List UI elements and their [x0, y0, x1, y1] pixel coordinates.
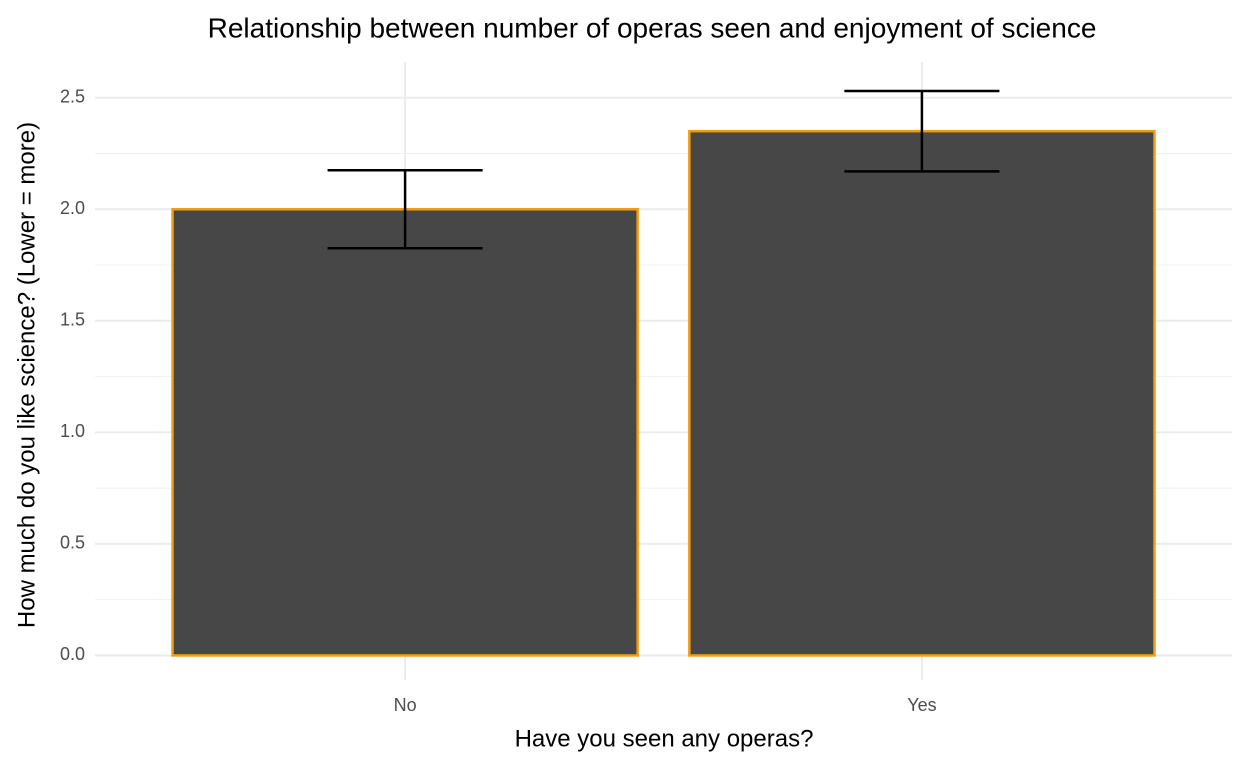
y-axis-title: How much do you like science? (Lower = m… [13, 122, 40, 628]
x-axis-title: Have you seen any operas? [515, 725, 814, 752]
error-bar [327, 168, 483, 250]
chart-title: Relationship between number of operas se… [208, 12, 1097, 43]
y-tick-label: 1.0 [60, 421, 85, 441]
y-tick-label: 2.0 [60, 198, 85, 218]
y-tick-label: 0.0 [60, 644, 85, 664]
bar [171, 207, 639, 657]
y-tick-label: 2.5 [60, 86, 85, 106]
x-tick-label: Yes [907, 695, 936, 715]
y-tick-label: 1.5 [60, 310, 85, 330]
bar [688, 129, 1156, 657]
y-tick-label: 0.5 [60, 533, 85, 553]
x-tick-label: No [394, 695, 417, 715]
error-bar [844, 89, 1000, 173]
